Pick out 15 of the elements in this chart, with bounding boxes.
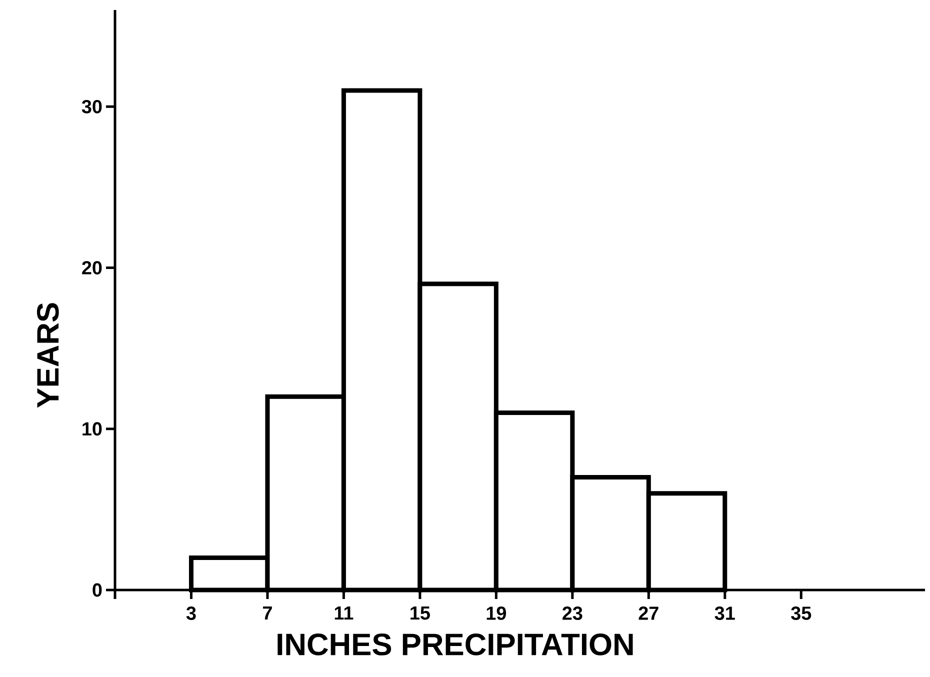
y-tick-label: 10: [82, 422, 102, 436]
x-tick-label: 27: [638, 606, 658, 620]
y-tick-label: 0: [92, 583, 102, 597]
x-tick-label: 7: [263, 606, 272, 620]
x-tick-label: 15: [410, 606, 430, 620]
x-tick-label: 31: [714, 606, 735, 620]
y-tick-label: 30: [82, 100, 102, 114]
x-tick-label: 23: [562, 606, 582, 620]
x-tick-label: 11: [334, 606, 354, 620]
y-axis-title: YEARS: [36, 303, 59, 408]
x-tick-label: 35: [791, 606, 812, 620]
y-tick-label: 20: [82, 261, 102, 274]
x-tick-label: 19: [486, 606, 506, 620]
x-axis-title: INCHES PRECIPITATION: [278, 634, 633, 656]
x-tick-label: 3: [186, 606, 196, 620]
